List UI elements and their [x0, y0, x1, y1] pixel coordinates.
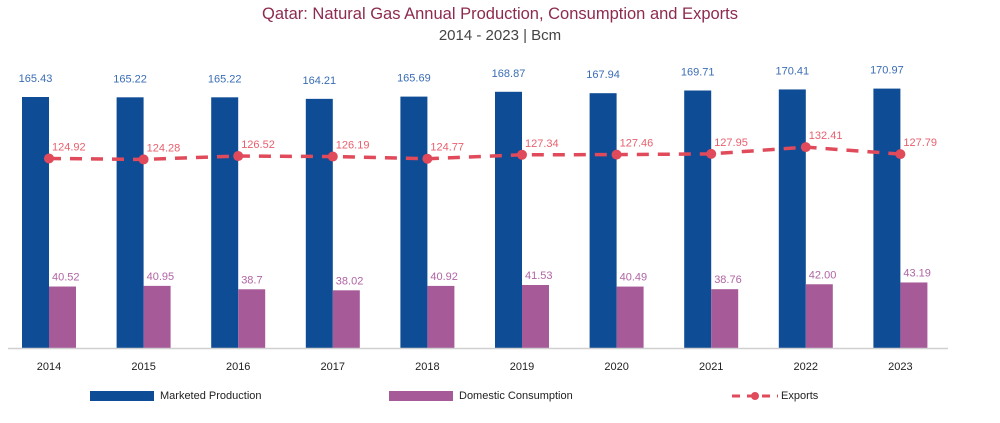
bar-domestic-consumption-2014 [49, 286, 76, 348]
bar-marketed-production-2015 [116, 97, 144, 348]
data-label-domestic-consumption: 38.7 [241, 274, 262, 286]
bar-domestic-consumption-2020 [616, 286, 644, 348]
data-label-domestic-consumption: 40.52 [52, 272, 80, 284]
data-label-domestic-consumption: 38.02 [336, 275, 364, 287]
marker-exports-2014 [44, 153, 54, 164]
legend-label: Marketed Production [160, 390, 262, 402]
x-tick-label: 2014 [37, 361, 61, 373]
x-tick-label: 2020 [604, 361, 628, 373]
legend-item-exports[interactable]: Exports [732, 389, 818, 403]
x-tick-label: 2018 [415, 361, 439, 373]
data-label-domestic-consumption: 41.53 [525, 270, 553, 282]
data-label-exports: 126.52 [241, 139, 275, 151]
data-label-marketed-production: 167.94 [586, 69, 620, 81]
marker-exports-2018 [422, 153, 433, 164]
marker-exports-2017 [327, 151, 338, 162]
x-tick-label: 2023 [888, 361, 912, 373]
bar-domestic-consumption-2021 [711, 289, 739, 348]
line-exports [48, 145, 901, 162]
data-label-exports: 124.77 [430, 142, 464, 154]
data-label-marketed-production: 168.87 [492, 68, 526, 80]
marker-exports-2015 [138, 154, 149, 165]
legend-item-marketed-production[interactable]: Marketed Production [90, 389, 262, 403]
legend-swatch-domestic-consumption [389, 391, 453, 401]
legend-label: Domestic Consumption [459, 390, 573, 402]
bar-marketed-production-2017 [305, 98, 333, 349]
data-label-marketed-production: 164.21 [302, 75, 336, 87]
data-label-marketed-production: 170.97 [870, 65, 904, 77]
legend-item-domestic-consumption[interactable]: Domestic Consumption [389, 389, 573, 403]
legend-swatch-exports [732, 392, 778, 400]
data-label-exports: 127.34 [525, 138, 559, 150]
bar-domestic-consumption-2018 [427, 285, 455, 348]
bar-marketed-production-2022 [778, 89, 806, 348]
data-label-marketed-production: 169.71 [681, 67, 715, 79]
data-label-domestic-consumption: 43.19 [903, 267, 931, 279]
chart-subtitle: 2014 - 2023 | Bcm [438, 27, 562, 44]
marker-exports-2016 [233, 151, 244, 162]
bar-marketed-production-2018 [400, 96, 428, 348]
data-label-domestic-consumption: 40.49 [620, 272, 648, 284]
bar-marketed-production-2023 [873, 88, 901, 348]
x-tick-label: 2015 [131, 361, 155, 373]
x-tick-label: 2017 [321, 361, 345, 373]
data-label-exports: 126.19 [336, 140, 370, 152]
bar-domestic-consumption-2019 [522, 284, 549, 348]
data-label-marketed-production: 165.43 [19, 73, 53, 85]
data-label-exports: 127.79 [903, 137, 937, 149]
marker-exports-2021 [706, 148, 717, 159]
bar-marketed-production-2019 [495, 91, 522, 348]
bar-domestic-consumption-2017 [332, 290, 360, 348]
data-label-marketed-production: 165.22 [208, 73, 242, 85]
bar-domestic-consumption-2015 [143, 285, 171, 348]
marker-exports-2020 [611, 149, 622, 160]
data-label-domestic-consumption: 42.00 [809, 269, 837, 281]
bar-marketed-production-2014 [22, 97, 49, 348]
data-label-domestic-consumption: 38.76 [714, 274, 742, 286]
bar-domestic-consumption-2022 [805, 284, 833, 348]
x-tick-label: 2022 [794, 361, 818, 373]
bar-marketed-production-2016 [211, 97, 239, 348]
x-tick-label: 2021 [699, 361, 723, 373]
x-tick-label: 2019 [510, 361, 534, 373]
data-label-exports: 132.41 [809, 130, 843, 142]
data-label-exports: 127.46 [620, 138, 654, 150]
bar-marketed-production-2020 [589, 93, 617, 348]
data-label-domestic-consumption: 40.95 [147, 271, 175, 283]
marker-exports-2022 [800, 142, 811, 153]
marker-exports-2019 [517, 149, 527, 160]
data-label-marketed-production: 170.41 [775, 65, 809, 77]
data-label-exports: 124.28 [147, 142, 181, 154]
chart-title: Qatar: Natural Gas Annual Production, Co… [261, 5, 738, 23]
marker-exports-2023 [895, 149, 906, 160]
data-label-exports: 124.92 [52, 141, 86, 153]
bar-marketed-production-2021 [684, 90, 712, 348]
bar-domestic-consumption-2016 [238, 289, 266, 348]
data-label-exports: 127.95 [714, 137, 748, 149]
data-label-marketed-production: 165.22 [113, 73, 147, 85]
bar-domestic-consumption-2023 [900, 282, 928, 348]
legend-label: Exports [781, 390, 819, 402]
data-label-marketed-production: 165.69 [397, 73, 431, 85]
x-tick-label: 2016 [226, 361, 250, 373]
legend-swatch-marketed-production [90, 391, 154, 401]
data-label-domestic-consumption: 40.92 [430, 271, 458, 283]
